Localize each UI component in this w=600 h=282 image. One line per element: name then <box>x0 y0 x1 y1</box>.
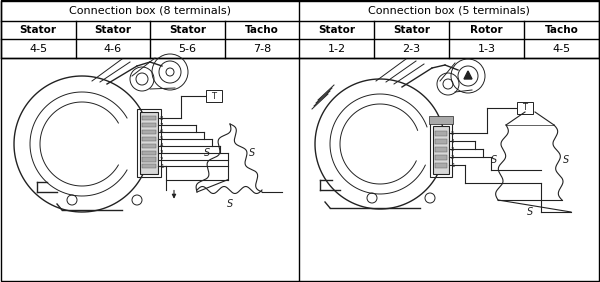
Bar <box>140 112 158 174</box>
Text: 3: 3 <box>160 150 163 155</box>
Text: Stator: Stator <box>318 25 355 35</box>
Bar <box>435 131 447 136</box>
Text: S: S <box>227 199 233 209</box>
Text: T: T <box>523 103 527 112</box>
Bar <box>435 163 447 168</box>
Text: Tacho: Tacho <box>545 25 578 35</box>
Text: S: S <box>563 155 569 165</box>
Text: 1-2: 1-2 <box>328 43 346 54</box>
Bar <box>429 116 453 124</box>
Text: 2: 2 <box>160 157 163 162</box>
Text: 5-6: 5-6 <box>178 43 196 54</box>
Text: T: T <box>212 92 217 101</box>
Bar <box>433 126 449 174</box>
Text: Stator: Stator <box>20 25 57 35</box>
Bar <box>435 139 447 144</box>
Text: 5: 5 <box>451 131 455 136</box>
Text: 7: 7 <box>160 123 163 127</box>
Text: 4-6: 4-6 <box>104 43 122 54</box>
Text: 3: 3 <box>451 147 455 152</box>
Bar <box>435 147 447 152</box>
Text: 1: 1 <box>451 163 455 168</box>
Text: 1-3: 1-3 <box>478 43 496 54</box>
Text: Connection box (8 terminals): Connection box (8 terminals) <box>69 6 231 16</box>
Text: 7-8: 7-8 <box>253 43 271 54</box>
Text: S: S <box>249 148 255 158</box>
Bar <box>142 164 156 168</box>
Text: 2-3: 2-3 <box>403 43 421 54</box>
Text: Stator: Stator <box>393 25 430 35</box>
Bar <box>137 109 161 177</box>
Bar <box>142 144 156 148</box>
Text: Rotor: Rotor <box>470 25 503 35</box>
Bar <box>142 137 156 141</box>
Text: 4: 4 <box>160 143 163 148</box>
Bar <box>142 157 156 162</box>
Text: S: S <box>204 148 210 158</box>
Text: 4-5: 4-5 <box>553 43 571 54</box>
Text: 2: 2 <box>451 155 455 160</box>
Text: 4: 4 <box>451 139 455 144</box>
Bar <box>517 102 533 114</box>
Text: Stator: Stator <box>94 25 131 35</box>
Text: 4-5: 4-5 <box>29 43 47 54</box>
Bar <box>430 123 452 177</box>
Bar <box>1 0 599 58</box>
Text: 5: 5 <box>160 136 163 141</box>
Bar <box>142 123 156 127</box>
Text: 8: 8 <box>160 116 163 121</box>
Polygon shape <box>464 71 472 79</box>
Text: S: S <box>527 207 533 217</box>
Bar <box>142 116 156 120</box>
Bar <box>142 151 156 155</box>
Text: 1: 1 <box>160 164 163 169</box>
Bar <box>435 155 447 160</box>
Bar <box>142 130 156 134</box>
Bar <box>206 90 222 102</box>
Text: 6: 6 <box>160 129 163 135</box>
Text: Tacho: Tacho <box>245 25 278 35</box>
Text: Stator: Stator <box>169 25 206 35</box>
Text: S: S <box>491 155 497 165</box>
Text: Connection box (5 terminals): Connection box (5 terminals) <box>368 6 530 16</box>
